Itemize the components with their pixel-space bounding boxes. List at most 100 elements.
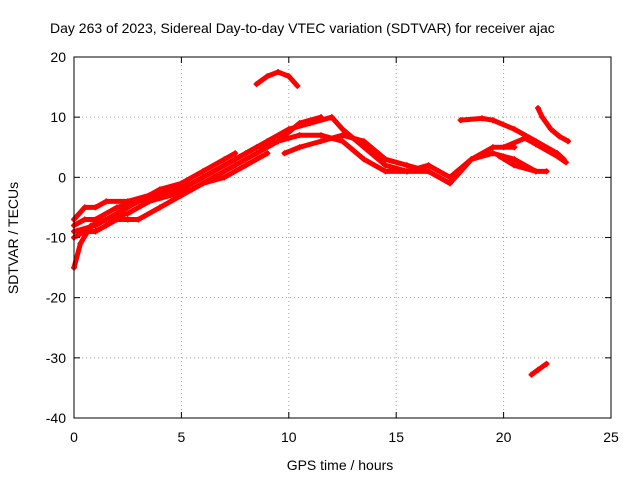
data-point — [446, 174, 453, 181]
data-point — [92, 216, 99, 223]
data-point — [500, 144, 507, 151]
y-tick-label: 20 — [50, 49, 66, 65]
data-point — [92, 222, 99, 229]
axis-ticks: 0 5 10 15 20 25 -40 -30 -20 -10 0 10 20 — [46, 49, 619, 445]
chart-title: Day 263 of 2023, Sidereal Day-to-day VTE… — [50, 20, 555, 36]
data-point — [178, 192, 185, 199]
data-point — [124, 198, 131, 205]
data-point — [479, 115, 486, 122]
data-point — [232, 162, 239, 169]
data-point — [92, 228, 99, 235]
data-point — [296, 120, 303, 127]
data-point — [124, 216, 131, 223]
x-tick-label: 20 — [496, 429, 512, 445]
data-point — [296, 132, 303, 139]
data-point — [556, 133, 563, 140]
data-point — [328, 114, 335, 121]
series-line — [535, 105, 571, 144]
data-point — [242, 162, 249, 169]
series-track-h — [457, 115, 567, 163]
series-track-l — [528, 360, 550, 378]
data-point — [360, 138, 367, 145]
data-point — [294, 82, 301, 89]
data-point — [339, 126, 346, 133]
data-point — [275, 138, 282, 145]
data-point — [318, 132, 325, 139]
data-point — [543, 168, 550, 175]
x-tick-label: 10 — [281, 429, 297, 445]
series-track-j — [534, 105, 572, 145]
data-point — [199, 180, 206, 187]
data-point — [178, 180, 185, 187]
data-point — [113, 210, 120, 217]
data-point — [511, 162, 518, 169]
y-axis-label: SDTVAR / TECUs — [5, 182, 21, 294]
data-point — [281, 150, 288, 157]
data-point — [296, 144, 303, 151]
data-point — [489, 117, 496, 124]
data-point — [489, 150, 496, 157]
data-point — [539, 114, 546, 121]
series-line — [496, 153, 550, 174]
data-point — [496, 153, 503, 160]
grid-lines — [73, 56, 612, 419]
y-tick-label: 10 — [50, 109, 66, 125]
series-line — [254, 69, 300, 89]
data-point — [113, 216, 120, 223]
data-point — [339, 138, 346, 145]
data-point — [156, 186, 163, 193]
y-tick-label: -30 — [46, 350, 66, 366]
data-point — [253, 150, 260, 157]
data-point — [81, 216, 88, 223]
data-series — [71, 69, 572, 378]
data-point — [189, 180, 196, 187]
series-track-i — [500, 135, 569, 166]
series-track-b — [71, 114, 518, 229]
data-point — [253, 81, 260, 88]
y-tick-label: -20 — [46, 290, 66, 306]
x-tick-label: 5 — [178, 429, 186, 445]
data-point — [522, 135, 529, 142]
data-point — [318, 138, 325, 145]
series-track-k — [496, 153, 550, 175]
data-point — [554, 153, 561, 160]
data-point — [562, 159, 569, 166]
data-point — [532, 168, 539, 175]
data-point — [135, 216, 142, 223]
y-tick-label: -40 — [46, 410, 66, 426]
data-point — [425, 168, 432, 175]
series-track-g — [253, 69, 301, 89]
data-point — [382, 156, 389, 163]
data-point — [534, 105, 541, 112]
data-point — [232, 150, 239, 157]
data-point — [199, 168, 206, 175]
x-tick-label: 0 — [70, 429, 78, 445]
series-track-f — [281, 132, 432, 175]
data-point — [360, 156, 367, 163]
data-point — [446, 180, 453, 187]
data-point — [124, 210, 131, 217]
data-point — [382, 162, 389, 169]
data-point — [77, 240, 84, 247]
data-point — [534, 366, 541, 373]
data-point — [318, 114, 325, 121]
data-point — [403, 162, 410, 169]
data-point — [275, 69, 282, 76]
data-point — [232, 156, 239, 163]
data-point — [339, 132, 346, 139]
data-point — [543, 360, 550, 367]
data-point — [489, 144, 496, 151]
data-point — [360, 144, 367, 151]
data-point — [210, 168, 217, 175]
data-point — [81, 204, 88, 211]
data-point — [547, 126, 554, 133]
y-tick-label: -10 — [46, 230, 66, 246]
data-point — [511, 126, 518, 133]
data-point — [285, 73, 292, 80]
series-line — [71, 114, 324, 222]
data-point — [221, 174, 228, 181]
series-line — [282, 132, 431, 174]
data-point — [528, 371, 535, 378]
data-point — [264, 150, 271, 157]
